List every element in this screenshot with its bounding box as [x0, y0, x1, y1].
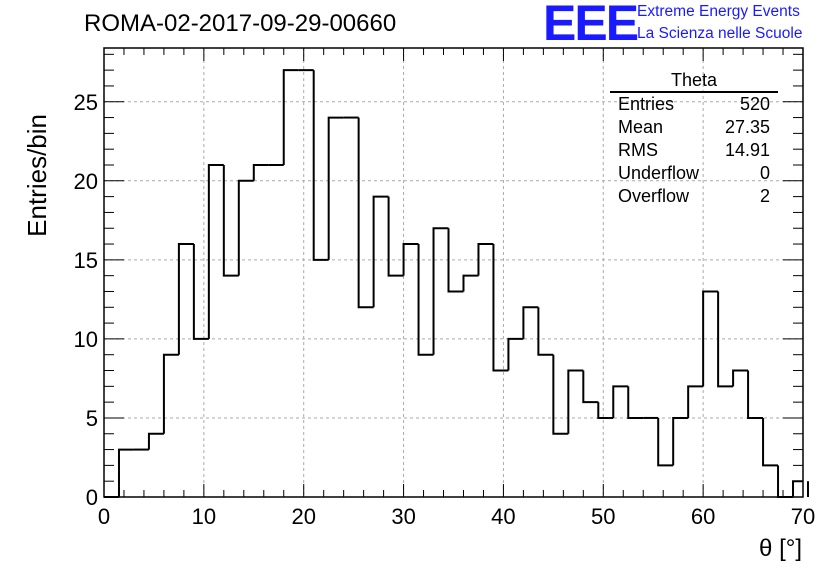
- y-tick-label: 5: [86, 406, 98, 431]
- histogram-bin: [252, 163, 269, 181]
- histogram-bin: [357, 117, 374, 309]
- stats-label: Overflow: [618, 186, 690, 206]
- histogram-bin: [117, 448, 134, 497]
- histogram-bin: [177, 243, 194, 355]
- stats-value: 520: [739, 94, 770, 114]
- histogram-bin: [417, 244, 434, 356]
- histogram-bin: [282, 69, 299, 165]
- histogram-bin: [522, 306, 539, 339]
- stats-label: RMS: [618, 140, 658, 160]
- histogram-bin: [477, 243, 494, 276]
- histogram-bin: [702, 290, 719, 387]
- x-tick-label: 10: [192, 504, 216, 529]
- x-tick-label: 20: [291, 504, 315, 529]
- histogram-bin: [537, 307, 554, 356]
- x-axis-label: θ [°]: [759, 535, 802, 562]
- stats-row-entries: Entries 520: [610, 93, 778, 116]
- histogram-bin: [402, 243, 419, 276]
- histogram-bin: [612, 385, 629, 418]
- histogram-bin: [507, 337, 524, 371]
- x-tick-label: 50: [591, 504, 615, 529]
- stats-row-underflow: Underflow 0: [610, 162, 778, 185]
- histogram-bin: [327, 116, 344, 260]
- histogram-bin: [372, 195, 389, 308]
- histogram-series: [104, 69, 809, 498]
- stats-value: 0: [759, 163, 770, 183]
- y-tick-label: 25: [74, 90, 98, 115]
- grid-lines: [104, 48, 803, 497]
- plot-frame: [103, 47, 804, 498]
- histogram-bin: [462, 274, 479, 292]
- stats-value: 27.35: [724, 117, 770, 137]
- y-tick-label: 15: [74, 248, 98, 273]
- histogram-bin: [192, 244, 209, 340]
- stats-box: Theta Entries 520 Mean 27.35 RMS 14.91 U…: [610, 70, 778, 208]
- x-tick-label: 40: [491, 504, 515, 529]
- stats-row-overflow: Overflow 2: [610, 185, 778, 208]
- stats-row-rms: RMS 14.91: [610, 139, 778, 162]
- stats-label: Mean: [618, 117, 664, 137]
- logo-text-line2: La Scienza nelle Scuole: [637, 25, 803, 42]
- logo-text-line1: Extreme Energy Events: [637, 3, 800, 20]
- histogram-bin: [777, 465, 794, 498]
- histogram-bin: [732, 369, 749, 387]
- histogram-bin: [747, 370, 764, 419]
- histogram-bin: [582, 370, 599, 404]
- stats-title: Theta: [610, 70, 778, 93]
- stats-value: 2: [759, 186, 770, 206]
- histogram-bin: [567, 369, 584, 434]
- histogram-bin: [222, 164, 239, 277]
- histogram-bin: [657, 417, 674, 467]
- histogram-bin: [207, 163, 224, 339]
- histogram-bin: [762, 417, 779, 467]
- histogram-bin: [147, 432, 164, 450]
- histogram-bin: [492, 244, 509, 372]
- stats-value: 14.91: [724, 140, 770, 160]
- histogram-bin: [312, 70, 329, 261]
- y-tick-label: 0: [86, 485, 98, 510]
- histogram-bin: [447, 228, 464, 293]
- histogram-bin: [162, 353, 179, 434]
- histogram-bin: [672, 416, 689, 466]
- x-tick-label: 30: [391, 504, 415, 529]
- histogram-bin: [717, 291, 734, 388]
- y-axis-label: Entries/bin: [22, 114, 52, 237]
- histogram-bin: [687, 385, 704, 418]
- y-tick-label: 10: [74, 327, 98, 352]
- histogram-bin: [597, 402, 614, 419]
- chart-title: ROMA-02-2017-09-29-00660: [84, 10, 397, 37]
- histogram-bin: [387, 196, 404, 277]
- x-tick-label: 60: [691, 504, 715, 529]
- histogram-bin: [792, 480, 803, 497]
- x-tick-label: 70: [791, 504, 815, 529]
- stats-label: Underflow: [618, 163, 700, 183]
- histogram-bin: [627, 386, 644, 419]
- stats-row-mean: Mean 27.35: [610, 116, 778, 139]
- histogram-bin: [432, 227, 449, 355]
- x-tick-label: 0: [98, 504, 110, 529]
- stats-label: Entries: [618, 94, 675, 114]
- histogram-bin: [552, 354, 569, 435]
- histogram-bin: [237, 179, 254, 276]
- eee-logo: EEE: [543, 0, 639, 51]
- y-tick-label: 20: [74, 169, 98, 194]
